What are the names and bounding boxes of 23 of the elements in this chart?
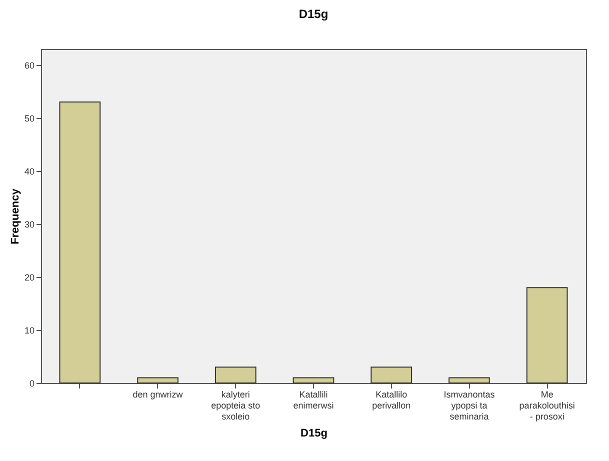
bar — [59, 102, 101, 384]
bar — [370, 366, 412, 384]
bar — [137, 377, 178, 384]
x-tick-label: kalyteri epopteia sto sxoleio — [211, 390, 260, 422]
x-axis-title: D15g — [300, 428, 328, 440]
y-tick-label: 30 — [24, 219, 34, 230]
y-tick-label: 40 — [24, 166, 34, 176]
y-tick-label: 60 — [24, 60, 34, 70]
y-tick-label: 10 — [24, 325, 34, 336]
y-tick-label: 50 — [24, 113, 34, 124]
y-tick-label: 0 — [29, 378, 34, 388]
x-tick-label: Katallilo perivallon — [372, 390, 411, 410]
x-tick-label: Katallili enimerwsi — [293, 390, 334, 410]
x-tick-label: Me parakolouthisi - prosoxi — [519, 390, 575, 422]
chart-title: D15g — [298, 7, 328, 21]
bar — [214, 366, 256, 384]
bar — [448, 377, 490, 384]
y-axis-title: Frequency — [9, 188, 22, 244]
bar — [526, 287, 568, 384]
y-tick-label: 20 — [24, 272, 34, 282]
x-tick-label: Ismvanontas ypopsi ta seminaria — [444, 390, 496, 422]
bar — [292, 377, 334, 384]
x-tick-label: den gnwrizw — [132, 390, 184, 400]
